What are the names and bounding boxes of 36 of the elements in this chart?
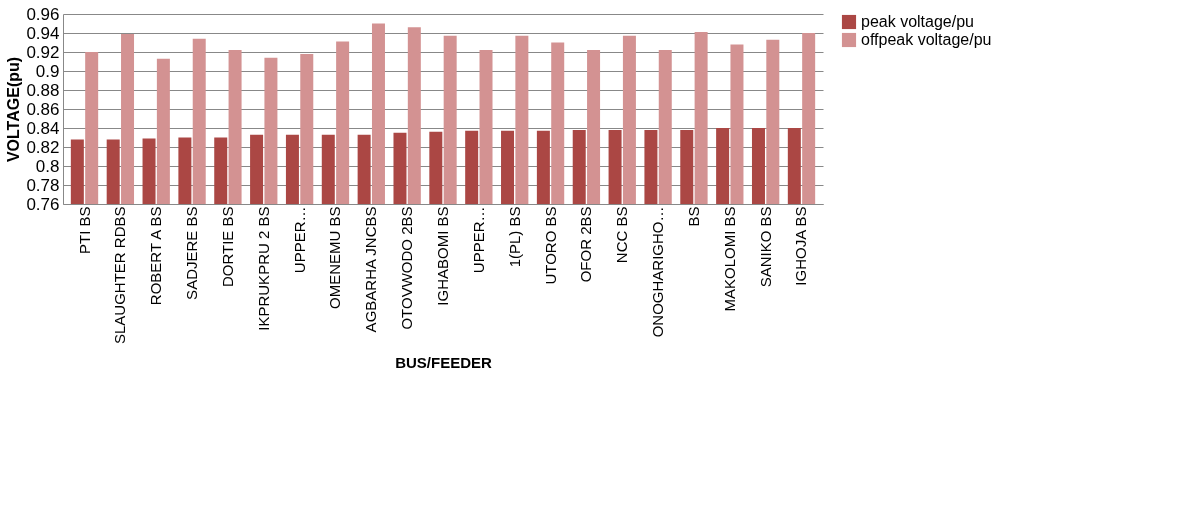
x-tick-label: UPPER… (469, 206, 487, 274)
y-tick-label: 0.82 (26, 137, 60, 157)
x-tick-label: NCC BS (613, 206, 631, 264)
x-tick-label: OMENEMU BS (326, 206, 344, 310)
x-tick-label: ROBERT A BS (147, 206, 165, 306)
y-tick-label: 0.86 (26, 99, 60, 119)
y-tick-label: 0.84 (26, 118, 60, 138)
x-tick-label: SANIKO BS (756, 206, 774, 288)
y-axis-title: VOLTAGE(pu) (5, 56, 23, 163)
x-tick-label: ONOGHARIGHO… (649, 206, 667, 338)
y-tick-label: 0.96 (26, 4, 60, 24)
x-tick-label: PTI BS (75, 206, 93, 255)
x-tick-label: AGBARHA JNCBS (362, 206, 380, 333)
x-tick-label: IGHABOMI BS (434, 206, 451, 306)
y-tick-label: 0.76 (26, 194, 60, 214)
y-tick-label: 0.92 (26, 42, 60, 62)
legend-label: peak voltage/pu (861, 13, 974, 30)
x-tick-label: IKPRUKPRU 2 BS (254, 206, 272, 331)
x-tick-label: DORTIE BS (218, 206, 236, 288)
x-tick-label: OFOR 2BS (577, 206, 595, 283)
x-tick-label: SLAUGHTER RDBS (111, 206, 129, 345)
y-tick-label: 0.78 (26, 175, 60, 195)
x-tick-label: IGHOJA BS (792, 206, 810, 286)
legend-label: offpeak voltage/pu (861, 31, 992, 48)
y-tick-label: 0.9 (35, 61, 60, 81)
x-tick-label: BS (684, 206, 702, 227)
y-tick-label: 0.94 (26, 23, 60, 43)
x-axis-title: BUS/FEEDER (395, 354, 492, 372)
x-tick-label: 1(PL) BS (505, 206, 523, 268)
y-tick-label: 0.8 (35, 156, 60, 176)
x-tick-label: UPPER… (290, 206, 308, 274)
y-tick-label: 0.88 (26, 80, 60, 100)
x-tick-label: MAKOLOMI BS (720, 206, 738, 312)
x-tick-label: SADJERE BS (183, 206, 201, 300)
x-tick-label: UTORO BS (541, 206, 559, 285)
x-tick-label: OTOVWODO 2BS (398, 206, 416, 330)
